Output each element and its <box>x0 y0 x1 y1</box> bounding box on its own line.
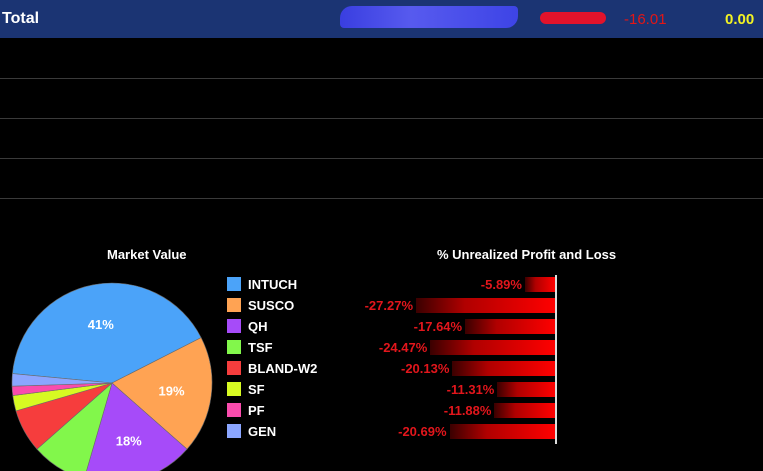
pl-bar-bland-w2 <box>452 361 555 376</box>
pl-value-label: -27.27% <box>364 298 413 313</box>
pl-value-label: -20.69% <box>398 424 447 439</box>
pl-value-label: -20.13% <box>400 361 450 376</box>
pl-bar-sf <box>497 382 555 397</box>
pl-zero-axis <box>555 275 557 444</box>
row-divider <box>0 198 763 199</box>
legend-label: PF <box>248 403 265 418</box>
pl-bar-tsf <box>430 340 555 355</box>
legend-swatch <box>227 298 241 312</box>
legend-swatch <box>227 424 241 438</box>
row-divider <box>0 118 763 119</box>
legend-label: BLAND-W2 <box>248 361 318 376</box>
pie-percent-label: 41% <box>88 317 114 332</box>
pie-slice-intuch <box>12 282 202 384</box>
pl-value-label: -11.31% <box>446 382 495 397</box>
pl-value-label: -17.64% <box>413 319 463 334</box>
total-label: Total <box>2 10 40 27</box>
legend-swatch <box>227 361 241 375</box>
legend-swatch <box>227 340 241 354</box>
market-value-pie-chart: 41% 19% 18% <box>11 282 213 471</box>
legend-label: TSF <box>248 340 273 355</box>
pl-bar-pf <box>494 403 555 418</box>
legend-label: QH <box>248 319 268 334</box>
total-summary-bar: Total -16.01 0.00 <box>0 0 763 38</box>
pie-percent-label: 19% <box>159 384 185 399</box>
pl-bar-qh <box>465 319 555 334</box>
pl-value-label: -5.89% <box>480 277 522 292</box>
legend-swatch <box>227 382 241 396</box>
row-divider <box>0 158 763 159</box>
pie-slice-susco <box>111 337 213 450</box>
pl-value-label: -11.88% <box>443 403 492 418</box>
pl-bar-gen <box>449 424 555 439</box>
pl-value-label: -24.47% <box>378 340 428 355</box>
pie-slice-gen <box>11 373 113 387</box>
legend-label: SF <box>248 382 265 397</box>
legend-swatch <box>227 277 241 291</box>
legend-label: INTUCH <box>248 277 298 292</box>
market-value-title: Market Value <box>107 247 187 262</box>
redacted-value-blue <box>340 6 518 28</box>
total-other-value: 0.00 <box>725 11 755 28</box>
legend-swatch <box>227 319 241 333</box>
pl-bar-intuch <box>524 277 555 292</box>
pie-percent-label: 18% <box>116 434 142 449</box>
legend-swatch <box>227 403 241 417</box>
pie-slice-qh <box>86 382 188 471</box>
redacted-value-red <box>540 12 606 24</box>
pl-bar-susco <box>416 298 555 313</box>
row-divider <box>0 78 763 79</box>
total-unrealized-pl: -16.01 <box>624 11 667 28</box>
unrealized-pl-title: % Unrealized Profit and Loss <box>437 247 617 262</box>
legend-label: GEN <box>248 424 277 439</box>
legend-label: SUSCO <box>248 298 295 313</box>
